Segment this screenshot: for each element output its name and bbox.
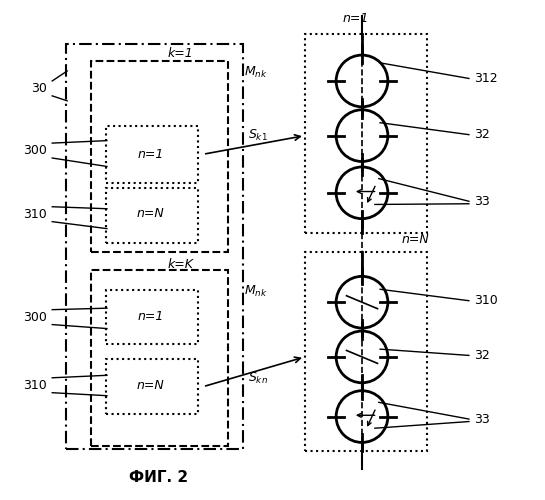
Text: ФИГ. 2: ФИГ. 2 bbox=[129, 470, 187, 484]
Text: 300: 300 bbox=[23, 310, 47, 324]
Text: n=1: n=1 bbox=[137, 148, 164, 160]
Text: 32: 32 bbox=[474, 128, 489, 141]
Text: n=N: n=N bbox=[137, 378, 165, 392]
Text: 312: 312 bbox=[474, 72, 498, 85]
Text: n=N: n=N bbox=[402, 233, 429, 246]
Text: $S_{k1}$: $S_{k1}$ bbox=[248, 128, 268, 143]
Text: 310: 310 bbox=[474, 294, 498, 307]
Text: n=N: n=N bbox=[137, 207, 165, 220]
Text: n=1: n=1 bbox=[342, 12, 368, 26]
Text: 30: 30 bbox=[32, 82, 47, 95]
Text: 300: 300 bbox=[23, 144, 47, 157]
Text: k=1: k=1 bbox=[168, 47, 193, 60]
Text: $M_{nk}$: $M_{nk}$ bbox=[244, 284, 268, 300]
Text: 33: 33 bbox=[474, 412, 489, 426]
Text: n=1: n=1 bbox=[137, 310, 164, 322]
Text: 32: 32 bbox=[474, 349, 489, 362]
Text: 310: 310 bbox=[23, 208, 47, 220]
Text: 310: 310 bbox=[23, 378, 47, 392]
Text: k=K: k=K bbox=[167, 258, 193, 272]
Text: 33: 33 bbox=[474, 195, 489, 208]
Text: $S_{kn}$: $S_{kn}$ bbox=[247, 370, 268, 386]
Text: $M_{nk}$: $M_{nk}$ bbox=[244, 64, 268, 80]
